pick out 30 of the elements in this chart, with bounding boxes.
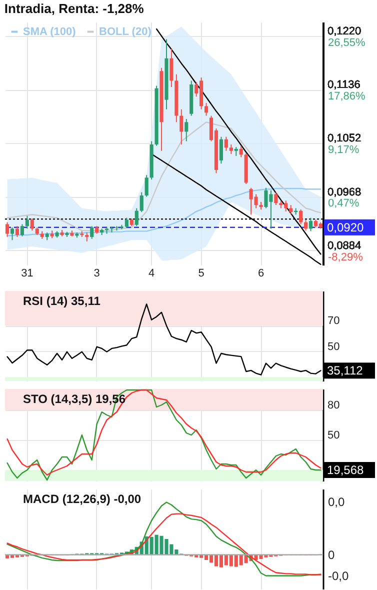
y-tick-label: 0,1220 [328, 26, 362, 38]
chart-title: MACD (12,26,9) -0,00 [23, 492, 142, 506]
y-tick-label: 50 [328, 340, 340, 353]
x-tick-label: 6 [258, 268, 264, 280]
y-tick-label: 0,1136 [328, 79, 360, 92]
text: 0,0 [328, 495, 346, 510]
y2-tick-label: -8,29% [328, 251, 364, 264]
x-tick-label: 5 [198, 268, 204, 280]
text: -0,0 [328, 568, 350, 583]
ref-line-label: 0,0920 [327, 220, 364, 234]
y-tick-label: 70 [328, 315, 340, 328]
text: 35,112 [327, 364, 364, 378]
y-tick-label: 0,0968 [328, 186, 362, 198]
chart-title: Intradia, Renta: -1,28% [4, 1, 144, 16]
legend-label: BOLL (20) [99, 26, 152, 38]
y2-tick-label: 0,47% [328, 197, 360, 210]
chart-title: RSI (14) 35,11 [23, 294, 101, 308]
x-tick-label: 3 [94, 268, 100, 280]
y-tick-label: 50 [328, 430, 340, 442]
y-tick-label: 80 [328, 400, 340, 412]
y2-tick-label: 17,86% [328, 90, 366, 103]
text: 19,568 [327, 463, 364, 477]
y-tick-label: 0,1052 [328, 132, 362, 145]
y2-tick-label: 26,55% [328, 37, 366, 50]
text: 0 [328, 548, 335, 562]
x-tick-label: 4 [148, 268, 155, 280]
legend-label: SMA (100) [23, 26, 76, 38]
y-tick-label: 0,0884 [328, 240, 362, 252]
y2-tick-label: 9,17% [328, 144, 360, 156]
x-tick-label: 31 [21, 268, 34, 280]
